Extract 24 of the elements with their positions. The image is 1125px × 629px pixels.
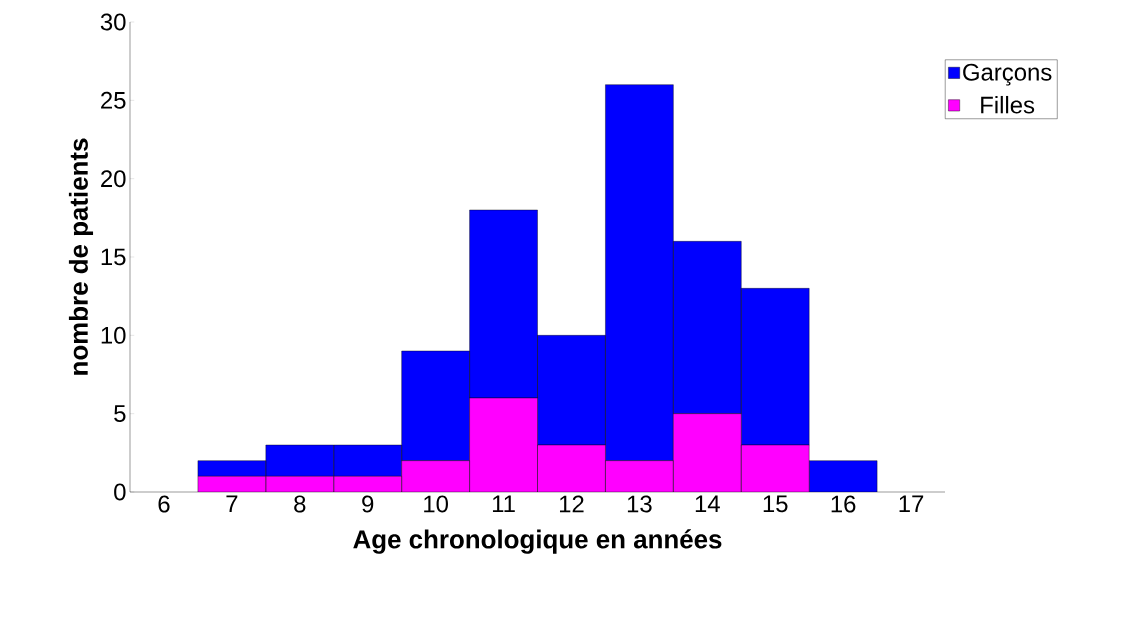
x-tick-label: 17	[899, 495, 924, 512]
x-tick-label: 16	[831, 495, 856, 513]
x-tick-label: 10	[424, 495, 448, 513]
y-tick-label: 15	[101, 248, 126, 266]
x-tick-label: 15	[763, 495, 788, 513]
y-tick-label: 25	[101, 91, 126, 109]
x-tick-label: 14	[695, 495, 720, 512]
y-tick-label: 10	[101, 326, 126, 344]
x-tick-label: 13	[627, 495, 652, 513]
bar	[808, 460, 878, 492]
x-tick-label: 7	[226, 495, 238, 512]
y-tick-label: 20	[101, 170, 126, 188]
x-tick-label: 9	[362, 495, 374, 513]
y-tick-label: 30	[100, 13, 126, 31]
y-tick-label: 5	[114, 405, 126, 423]
x-tick-label: 6	[158, 495, 170, 513]
legend-label: Filles	[981, 95, 1035, 114]
x-tick-label: 12	[559, 495, 584, 513]
x-axis-title: Age chronologique en années	[353, 529, 722, 554]
x-tick-label: 11	[492, 495, 515, 512]
y-axis-title: nombre de patients	[68, 138, 94, 375]
y-tick-label: 0	[114, 483, 126, 501]
legend-label: Garçons	[963, 63, 1052, 86]
x-tick-label: 8	[294, 495, 306, 513]
